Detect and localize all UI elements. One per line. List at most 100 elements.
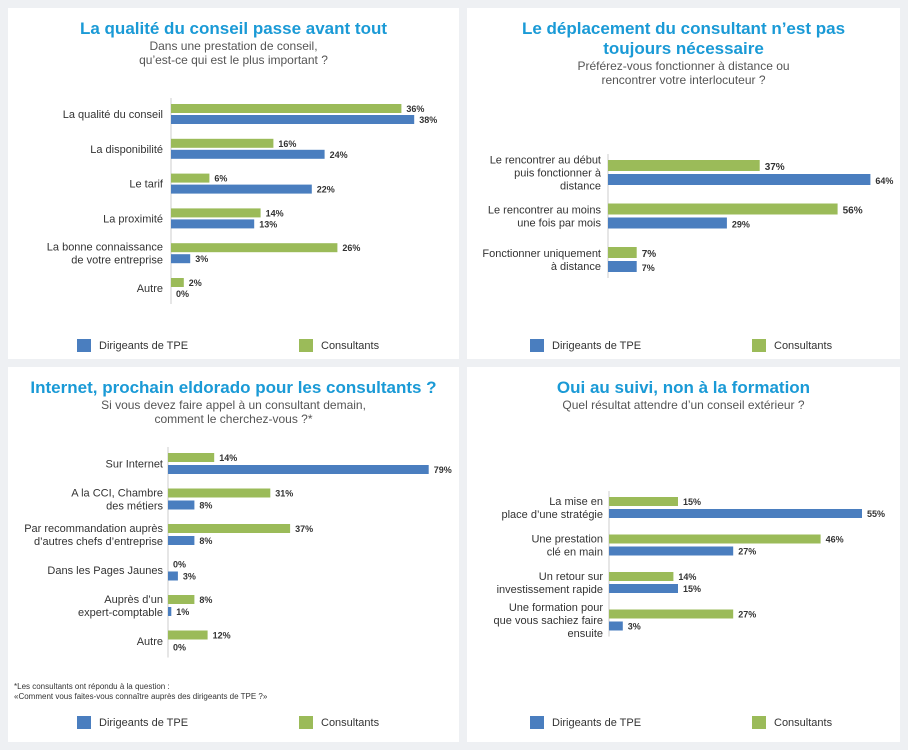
legend-swatch-consultants [752, 716, 766, 729]
data-label-tpe: 55% [867, 509, 885, 519]
legend: Dirigeants de TPE Consultants [8, 339, 459, 355]
data-label-tpe: 1% [176, 607, 189, 617]
category-label: La mise en place d’une stratégie [501, 496, 603, 521]
category-label: La proximité [103, 213, 163, 225]
legend-item-consultants: Consultants [299, 716, 379, 729]
bar-tpe [609, 584, 678, 593]
data-label-consultants: 27% [738, 610, 756, 620]
chart-subtitle-line-2: rencontrer votre interlocuteur ? [601, 73, 766, 87]
chart-subtitle-line-2: qu’est-ce qui est le plus important ? [139, 53, 328, 67]
category-label: Le rencontrer au début puis fonctionner à… [490, 155, 602, 193]
data-label-consultants: 15% [683, 497, 701, 507]
bar-tpe [168, 607, 172, 616]
data-label-tpe: 0% [176, 289, 189, 299]
data-label-consultants: 7% [642, 249, 657, 260]
bar-consultants [608, 247, 637, 258]
chart-subtitle-line-1: Dans une prestation de conseil, [149, 39, 318, 53]
data-label-consultants: 56% [843, 206, 863, 217]
data-label-consultants: 37% [765, 162, 785, 173]
footnote-line-1: *Les consultants ont répondu à la questi… [14, 682, 170, 691]
chart-panel-internet: Internet, prochain eldorado pour les con… [8, 367, 459, 742]
legend-item-consultants: Consultants [752, 716, 832, 729]
bar-tpe [608, 261, 637, 272]
category-label: Le tarif [129, 179, 164, 191]
data-label-tpe: 7% [642, 263, 655, 273]
data-label-tpe: 22% [317, 185, 335, 195]
data-label-tpe: 8% [199, 536, 212, 546]
category-label: Une formation pour que vous sachiez faire… [494, 602, 604, 640]
legend-swatch-consultants [299, 339, 313, 352]
legend-swatch-consultants [752, 339, 766, 352]
category-label: La bonne connaissance de votre entreprise [47, 242, 163, 267]
category-label: La qualité du conseil [63, 109, 163, 121]
bar-tpe [171, 254, 191, 264]
bar-consultants [171, 208, 261, 218]
bar-consultants [608, 203, 838, 215]
category-label: A la CCI, Chambre des métiers [71, 488, 163, 513]
bar-chart-quality: La qualité du conseil 36%38% La disponibil… [47, 98, 437, 304]
bar-consultants [608, 160, 760, 171]
bar-chart-internet: Sur Internet 14% 79% A la CCI, Chambre des m… [24, 447, 452, 658]
chart-panel-quality: La qualité du conseil passe avant tout D… [8, 8, 459, 359]
category-label: Autre [137, 636, 163, 648]
chart-panel-travel: Le déplacement du consultant n’est pas t… [467, 8, 900, 359]
category-label: Dans les Pages Jaunes [47, 565, 163, 577]
legend-label-tpe: Dirigeants de TPE [552, 339, 642, 352]
data-label-tpe: 29% [732, 220, 750, 230]
bar-tpe [609, 546, 734, 556]
legend-item-tpe: Dirigeants de TPE [530, 339, 641, 352]
bar-tpe [168, 465, 429, 474]
category-label: Par recommandation auprès d’autres chefs … [24, 523, 163, 548]
data-label-consultants: 14% [266, 208, 284, 218]
bar-tpe [609, 509, 862, 518]
data-label-consultants: 26% [342, 243, 360, 253]
bar-consultants [609, 497, 678, 506]
legend-label-consultants: Consultants [774, 716, 833, 729]
bar-consultants [168, 488, 271, 498]
legend-label-tpe: Dirigeants de TPE [99, 716, 189, 729]
data-label-consultants: 16% [278, 139, 296, 149]
data-label-consultants: 0% [173, 560, 186, 570]
bar-tpe [168, 536, 195, 545]
bar-tpe [168, 571, 178, 581]
data-label-consultants: 14% [219, 453, 237, 463]
data-label-consultants: 6% [214, 174, 227, 184]
legend-swatch-tpe [530, 339, 544, 352]
category-label: Une prestation clé en main [531, 534, 603, 559]
bar-consultants [609, 534, 821, 544]
data-label-consultants: 8% [199, 595, 212, 605]
data-label-consultants: 36% [406, 104, 424, 114]
category-label: Sur Internet [106, 459, 163, 471]
chart-title-line-2: toujours nécessaire [603, 39, 764, 58]
bar-tpe [609, 621, 623, 631]
category-label: Le rencontrer au moins une fois par mois [488, 205, 602, 230]
bar-tpe [168, 500, 195, 510]
bar-consultants [171, 278, 184, 287]
chart-title: La qualité du conseil passe avant tout [79, 19, 387, 38]
legend-item-consultants: Consultants [299, 339, 379, 352]
legend-label-consultants: Consultants [321, 716, 380, 729]
data-label-tpe: 3% [195, 254, 208, 264]
legend-label-tpe: Dirigeants de TPE [99, 339, 189, 352]
chart-subtitle-line-1: Si vous devez faire appel à un consultan… [101, 398, 366, 412]
legend-item-tpe: Dirigeants de TPE [77, 716, 188, 729]
data-label-tpe: 0% [173, 643, 186, 653]
data-label-consultants: 37% [295, 524, 313, 534]
category-label: Auprès d’un expert-comptable [78, 594, 163, 619]
bar-consultants [168, 595, 195, 604]
data-label-consultants: 14% [678, 572, 696, 582]
legend-label-consultants: Consultants [321, 339, 380, 352]
data-label-tpe: 8% [199, 501, 212, 511]
data-label-consultants: 31% [275, 489, 293, 499]
legend-label-consultants: Consultants [774, 339, 833, 352]
chart-title-line-1: Le déplacement du consultant n’est pas [521, 19, 846, 38]
category-label: Fonctionner uniquement à distance [482, 248, 601, 273]
bar-consultants [171, 104, 402, 113]
data-label-tpe: 27% [738, 547, 756, 557]
legend-label-tpe: Dirigeants de TPE [552, 716, 642, 729]
chart-title: Oui au suivi, non à la formation [556, 378, 811, 397]
bar-consultants [171, 173, 210, 183]
category-label: La disponibilité [90, 144, 163, 156]
data-label-tpe: 24% [330, 150, 348, 160]
data-label-tpe: 38% [419, 115, 437, 125]
